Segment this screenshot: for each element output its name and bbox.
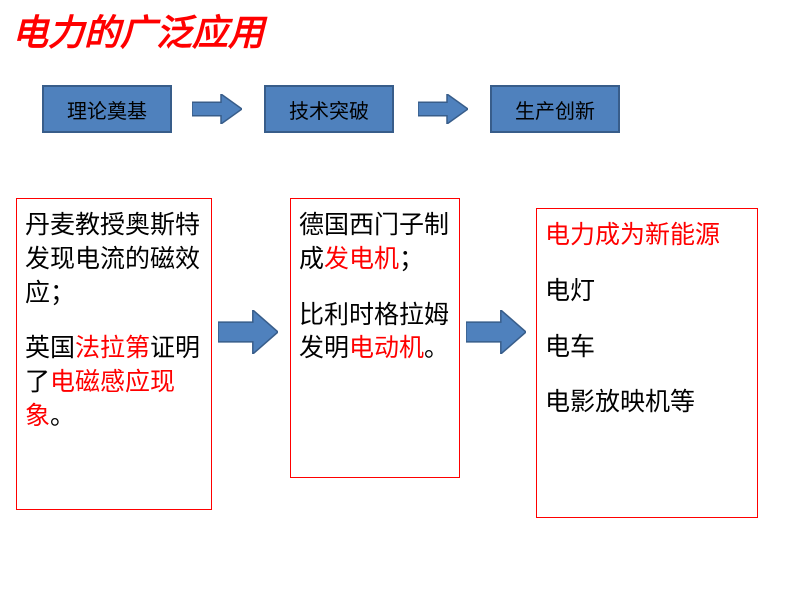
- plain-text: 。: [424, 335, 449, 362]
- detail-line: 英国法拉第证明了电磁感应现象。: [25, 332, 203, 433]
- stage-label: 生产创新: [515, 95, 595, 124]
- stage-box-theory: 理论奠基: [42, 85, 172, 133]
- detail-box-tech: 德国西门子制成发电机； 比利时格拉姆发明电动机。: [290, 198, 460, 478]
- detail-box-theory: 丹麦教授奥斯特发现电流的磁效应； 英国法拉第证明了电磁感应现象。: [16, 198, 212, 510]
- detail-line: 比利时格拉姆发明电动机。: [299, 299, 451, 367]
- stage-label: 理论奠基: [67, 95, 147, 124]
- highlight-text: 电力成为新能源: [545, 222, 720, 249]
- detail-box-production: 电力成为新能源电灯电车电影放映机等: [536, 208, 758, 518]
- highlight-text: 发电机: [324, 246, 399, 273]
- plain-text: 丹麦教授奥斯特发现电流的磁效应；: [25, 212, 200, 307]
- detail-line: 电影放映机等: [545, 386, 749, 420]
- page-title: 电力的广泛应用: [12, 4, 264, 56]
- plain-text: 电灯: [545, 278, 595, 305]
- highlight-text: 电动机: [349, 335, 424, 362]
- plain-text: 英国: [25, 335, 75, 362]
- arrow-icon: [466, 310, 526, 354]
- stage-box-production: 生产创新: [490, 85, 620, 133]
- plain-text: 电影放映机等: [545, 389, 695, 416]
- plain-text: 电车: [545, 334, 595, 361]
- highlight-text: 法拉第: [75, 335, 150, 362]
- detail-line: 德国西门子制成发电机；: [299, 209, 451, 277]
- plain-text: 。: [50, 403, 75, 430]
- arrow-icon: [418, 94, 468, 124]
- plain-text: ；: [399, 246, 424, 273]
- arrow-icon: [192, 94, 242, 124]
- stage-label: 技术突破: [289, 95, 369, 124]
- stage-box-tech: 技术突破: [264, 85, 394, 133]
- detail-line: 电灯: [545, 275, 749, 309]
- detail-line: 电力成为新能源: [545, 219, 749, 253]
- detail-line: 电车: [545, 331, 749, 365]
- detail-line: 丹麦教授奥斯特发现电流的磁效应；: [25, 209, 203, 310]
- arrow-icon: [218, 310, 278, 354]
